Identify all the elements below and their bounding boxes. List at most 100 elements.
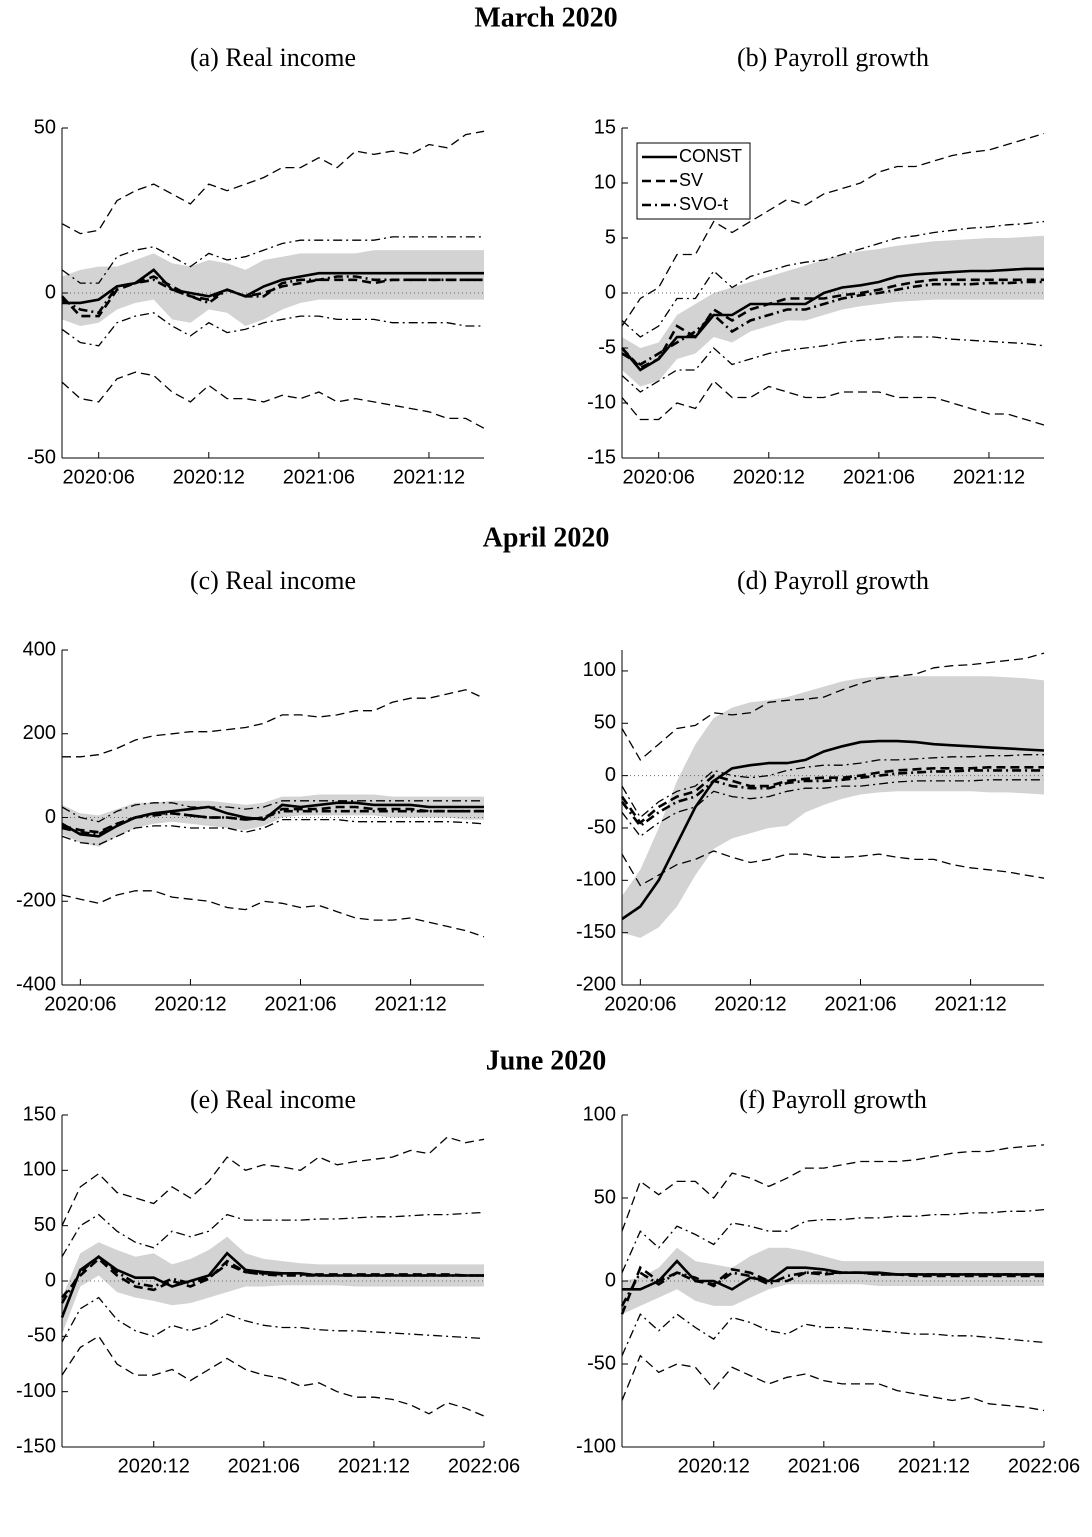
y-tick-label: -50: [27, 1325, 56, 1347]
interval-line: [621, 132, 1045, 327]
panel-title: (b) Payroll growth: [737, 43, 929, 72]
median-line: [621, 739, 1045, 921]
x-tick-label: 2020:06: [63, 466, 135, 488]
interval-line: [621, 850, 1045, 887]
y-tick-label: 150: [23, 1103, 56, 1125]
x-tick-label: 2020:12: [733, 466, 805, 488]
legend-label: SVO-t: [679, 194, 728, 214]
interval-line: [621, 1354, 1045, 1412]
interval-line: [621, 380, 1045, 426]
median-line: [62, 268, 484, 305]
y-tick-label: 100: [583, 659, 616, 681]
y-tick-label: -10: [587, 391, 616, 413]
interval-band: [622, 676, 1044, 938]
x-tick-label: 2021:06: [824, 993, 896, 1015]
y-tick-label: 50: [34, 116, 56, 138]
interval-band: [622, 1247, 1044, 1315]
interval-line: [61, 236, 484, 284]
interval-line: [621, 1313, 1045, 1356]
interval-line: [621, 336, 1045, 393]
x-tick-label: 2020:12: [678, 1455, 750, 1477]
y-tick-label: 0: [605, 1269, 616, 1291]
median-line: [61, 275, 484, 318]
interval-line: [621, 220, 1045, 338]
legend-box: [636, 142, 751, 220]
interval-line: [61, 1136, 485, 1226]
x-tick-label: 2021:12: [953, 466, 1025, 488]
x-tick-label: 2020:06: [604, 993, 676, 1015]
median-line: [621, 280, 1044, 367]
x-tick-label: 2021:06: [228, 1455, 300, 1477]
y-tick-label: -150: [16, 1435, 56, 1457]
panel-title: (a) Real income: [190, 43, 356, 72]
interval-line: [61, 818, 485, 846]
y-tick-label: -200: [16, 890, 56, 912]
y-tick-label: 50: [594, 1186, 616, 1208]
median-line: [61, 809, 484, 836]
x-tick-label: 2021:06: [283, 466, 355, 488]
interval-line: [621, 1208, 1045, 1273]
interval-band: [62, 250, 484, 326]
median-line: [620, 1270, 1045, 1307]
x-tick-label: 2020:12: [154, 993, 226, 1015]
x-tick-label: 2020:06: [44, 993, 116, 1015]
y-tick-label: 0: [45, 281, 56, 303]
x-tick-label: 2020:06: [623, 466, 695, 488]
x-tick-label: 2021:06: [843, 466, 915, 488]
interval-line: [621, 1144, 1045, 1232]
y-tick-label: -100: [576, 1435, 616, 1457]
interval-line: [61, 1296, 485, 1343]
y-tick-label: 0: [605, 281, 616, 303]
panel-title: (c) Real income: [190, 566, 356, 595]
median-line: [620, 769, 1044, 828]
interval-line: [621, 779, 1044, 838]
panel-title: (d) Payroll growth: [737, 566, 929, 595]
y-tick-label: 15: [594, 116, 616, 138]
x-tick-label: 2022:06: [448, 1455, 520, 1477]
y-tick-label: -50: [587, 816, 616, 838]
interval-band: [62, 1236, 484, 1335]
section-title: March 2020: [474, 2, 617, 33]
y-tick-label: -100: [16, 1380, 56, 1402]
y-tick-label: 10: [594, 171, 616, 193]
x-tick-label: 2021:12: [338, 1455, 410, 1477]
x-tick-label: 2022:06: [1008, 1455, 1080, 1477]
y-tick-label: 5: [605, 226, 616, 248]
median-line: [621, 278, 1044, 370]
x-tick-label: 2021:06: [264, 993, 336, 1015]
y-tick-label: -400: [16, 973, 56, 995]
y-tick-label: -100: [576, 869, 616, 891]
y-tick-label: 0: [45, 806, 56, 828]
median-line: [61, 275, 484, 315]
y-tick-label: -15: [587, 446, 616, 468]
y-tick-label: 0: [45, 1269, 56, 1291]
interval-band: [62, 794, 484, 847]
interval-line: [61, 130, 485, 235]
x-tick-label: 2020:12: [118, 1455, 190, 1477]
x-tick-label: 2020:12: [714, 993, 786, 1015]
y-tick-label: 100: [583, 1103, 616, 1125]
interval-line: [61, 800, 484, 823]
median-line: [60, 1255, 484, 1304]
interval-line: [621, 754, 1044, 819]
section-title: April 2020: [483, 522, 610, 553]
x-tick-label: 2021:12: [374, 993, 446, 1015]
y-tick-label: 400: [23, 638, 56, 660]
median-line: [620, 766, 1044, 825]
x-tick-label: 2021:12: [393, 466, 465, 488]
interval-line: [61, 1211, 485, 1258]
section-title: June 2020: [486, 1045, 607, 1076]
y-tick-label: 50: [594, 712, 616, 734]
interval-line: [621, 652, 1045, 761]
median-line: [621, 267, 1044, 372]
interval-line: [61, 312, 484, 347]
interval-line: [62, 689, 485, 758]
x-tick-label: 2020:12: [173, 466, 245, 488]
x-tick-label: 2021:12: [898, 1455, 970, 1477]
y-tick-label: 0: [605, 764, 616, 786]
y-tick-label: -150: [576, 921, 616, 943]
interval-line: [61, 1335, 485, 1417]
y-tick-label: -50: [587, 1352, 616, 1374]
x-tick-label: 2021:06: [788, 1455, 860, 1477]
